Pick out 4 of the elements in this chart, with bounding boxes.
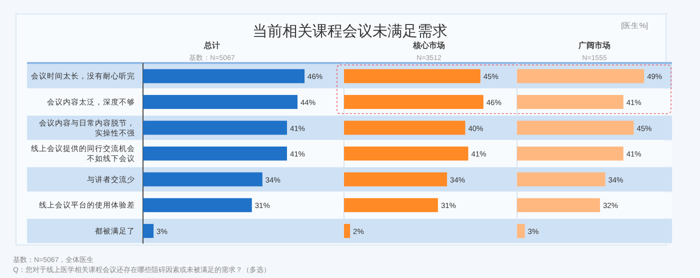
chart-title: 核心市场 [412,40,445,50]
chart-subtitle: 总计 [203,41,220,50]
chart-title: 广阔市场 [578,40,610,50]
text: 当前相关课程会议未满足需求 [252,23,448,40]
